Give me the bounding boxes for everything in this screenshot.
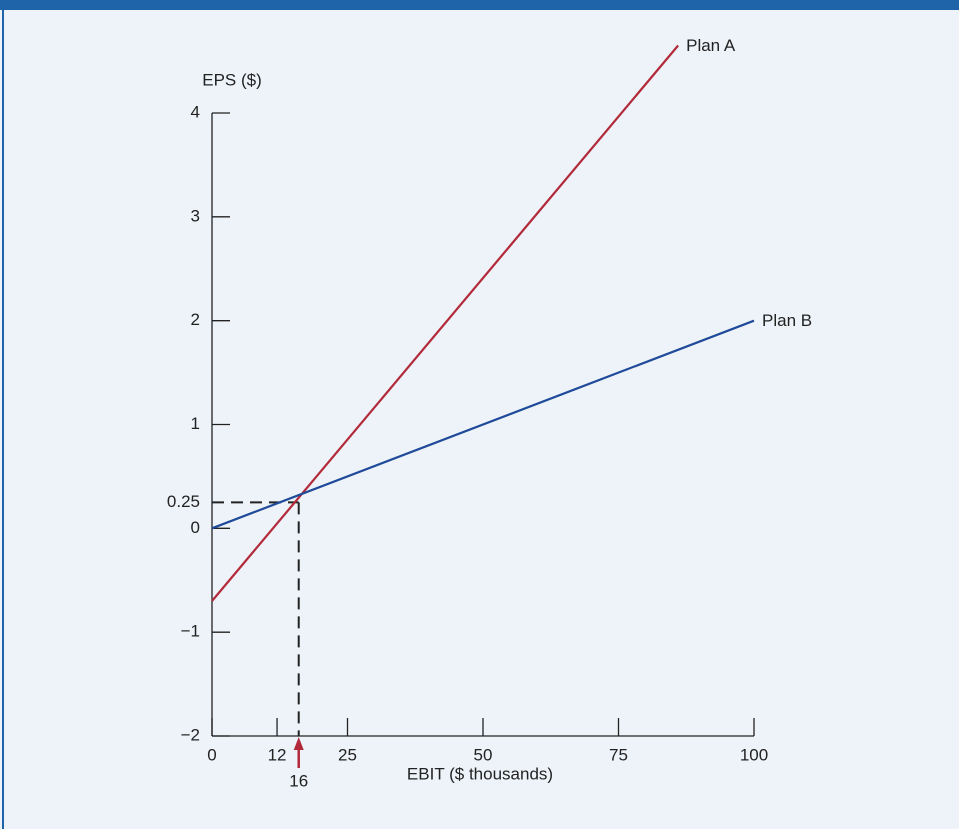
y-tick-label: 3 — [191, 206, 200, 225]
x-axis-label: EBIT ($ thousands) — [407, 764, 553, 783]
x-tick-label: 100 — [740, 745, 768, 764]
y-tick-label: 2 — [191, 310, 200, 329]
header-bar — [0, 0, 959, 10]
y-tick-label: 4 — [191, 102, 200, 121]
break-even-x-label: 16 — [289, 771, 308, 790]
y-tick-label: −2 — [181, 725, 200, 744]
x-tick-label: 50 — [474, 745, 493, 764]
series-line — [211, 44, 679, 602]
y-tick-label: −1 — [181, 622, 200, 641]
x-tick-label: 0 — [207, 745, 216, 764]
y-tick-label: 1 — [191, 414, 200, 433]
y-tick-label: 0 — [191, 518, 200, 537]
x-tick-label: 12 — [268, 745, 287, 764]
break-even-y-label: 0.25 — [167, 492, 200, 511]
series-label: Plan A — [686, 36, 736, 55]
x-tick-label: 75 — [609, 745, 628, 764]
x-tick-label: 25 — [338, 745, 357, 764]
y-axis-label: EPS ($) — [202, 70, 262, 89]
series-line — [211, 319, 755, 530]
break-even-arrowhead — [293, 737, 304, 750]
series-label: Plan B — [762, 311, 812, 330]
